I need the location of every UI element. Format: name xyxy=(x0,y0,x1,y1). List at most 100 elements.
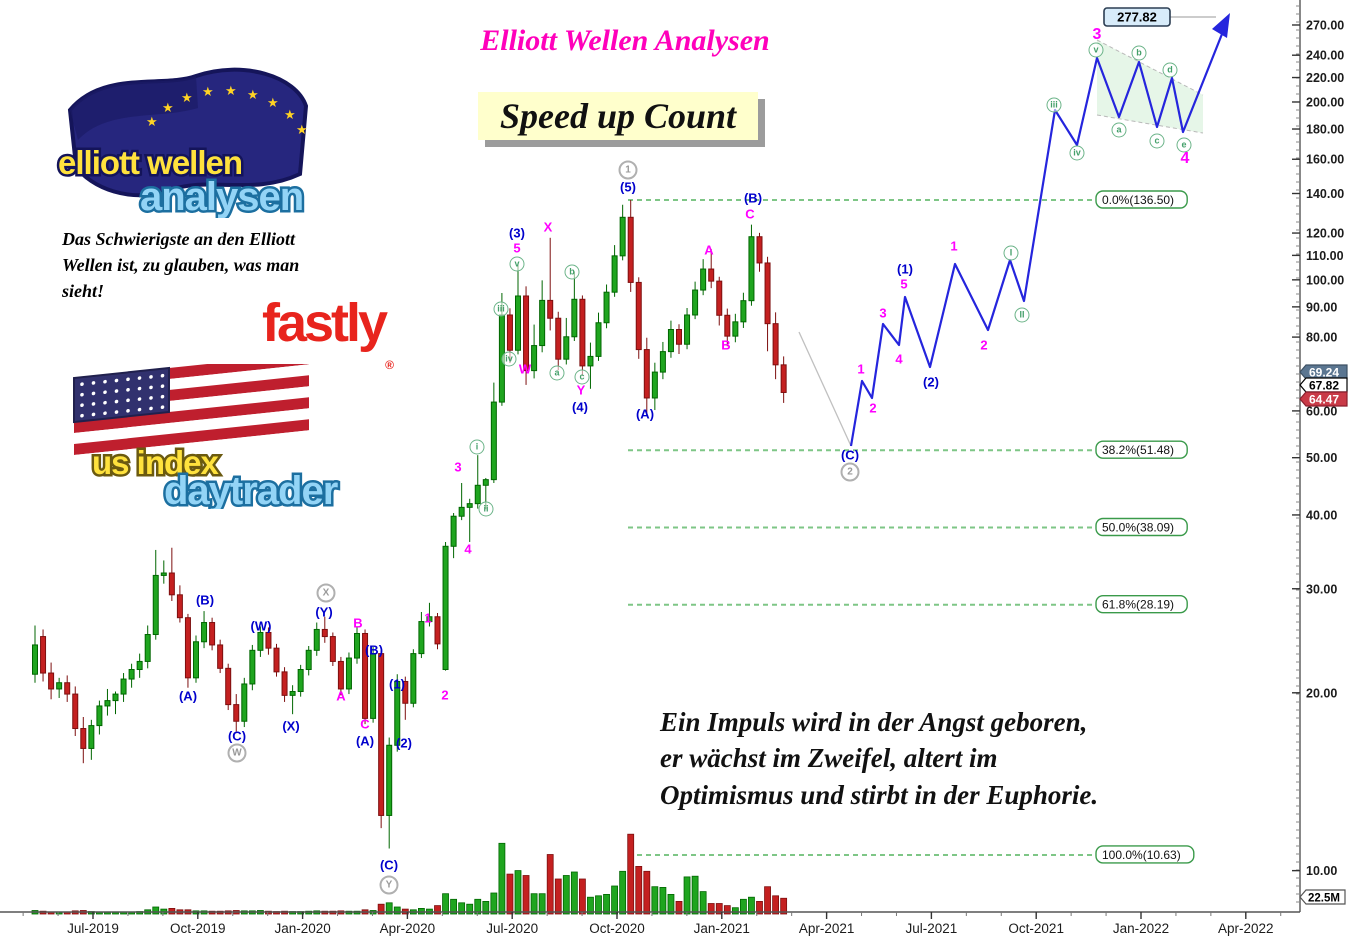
candle-body xyxy=(193,641,199,679)
price-flag-label: 64.47 xyxy=(1309,393,1339,407)
flag-star-dot xyxy=(126,388,130,392)
fib-label-box xyxy=(1095,595,1188,614)
flag-star-dot xyxy=(149,396,153,400)
volume-bar xyxy=(627,833,635,915)
flag-star-dot xyxy=(103,400,107,405)
volume-flag xyxy=(1299,889,1346,905)
candle-body xyxy=(474,484,481,505)
us-index-daytrader-logo: us index daytrader xyxy=(73,364,341,509)
flag-star-dot xyxy=(160,373,165,378)
us-stars-icon xyxy=(80,373,165,418)
flag-stripe xyxy=(74,408,309,444)
candle-body xyxy=(684,314,691,345)
candle-body xyxy=(160,572,167,576)
x-tick-label: Jan-2022 xyxy=(1113,921,1169,936)
candle-body xyxy=(168,572,175,596)
flag-star-dot xyxy=(91,391,96,396)
candle-body xyxy=(120,678,127,695)
candle-body xyxy=(764,262,771,325)
y-tick-label: 180.00 xyxy=(1306,123,1344,137)
volume-bar xyxy=(611,885,618,915)
usd-logo-line2: daytrader xyxy=(164,469,338,509)
flag-star-dot xyxy=(114,389,119,393)
y-tick-label: 200.00 xyxy=(1306,95,1344,109)
candle-body xyxy=(466,503,473,508)
registered-mark-icon: ® xyxy=(385,358,394,372)
candle-body xyxy=(539,299,546,347)
volume-bar xyxy=(546,854,554,915)
volume-bar xyxy=(603,894,610,915)
volume-bar xyxy=(152,906,160,915)
candle-body xyxy=(667,329,674,353)
volume-bar xyxy=(643,870,651,915)
triangle-edge xyxy=(1096,114,1204,134)
volume-bar xyxy=(595,895,602,915)
candle-body xyxy=(345,657,352,690)
volume-bar xyxy=(442,893,449,915)
candle-body xyxy=(305,649,312,671)
candle-body xyxy=(458,506,465,517)
candle-body xyxy=(506,314,513,351)
candle-body xyxy=(772,323,779,366)
price-flag-label: 67.82 xyxy=(1309,379,1339,393)
candle-body xyxy=(531,345,538,372)
candle-body xyxy=(80,728,87,749)
flag-star-dot xyxy=(91,402,96,406)
x-tick-label: Oct-2019 xyxy=(170,921,226,936)
candle-body xyxy=(547,299,554,319)
flag-star-dot xyxy=(149,385,153,390)
candle-body xyxy=(104,700,111,707)
volume-bar xyxy=(699,891,707,915)
candle-body xyxy=(659,351,666,373)
y-tick-label: 160.00 xyxy=(1306,153,1344,167)
candle-body xyxy=(756,236,763,264)
volume-bar xyxy=(434,905,441,915)
candle-body xyxy=(692,289,699,316)
candle-body xyxy=(482,479,489,486)
candle-body xyxy=(176,594,183,619)
x-tick-label: Jul-2019 xyxy=(67,921,119,936)
candle-body xyxy=(442,545,449,671)
y-tick-label: 40.00 xyxy=(1306,508,1337,522)
candle-body xyxy=(329,636,336,662)
star-icon: ★ xyxy=(247,87,259,102)
star-icon: ★ xyxy=(202,84,214,99)
candle-body xyxy=(321,628,328,638)
star-icon: ★ xyxy=(284,107,296,122)
y-tick-label: 270.00 xyxy=(1306,18,1344,32)
projected-wave-path xyxy=(849,33,1224,447)
candle-body xyxy=(426,616,433,623)
y-tick-label: 100.00 xyxy=(1306,273,1344,287)
candle-body xyxy=(32,644,38,675)
candle-body xyxy=(72,693,79,730)
candle-body xyxy=(740,300,747,323)
candle-body xyxy=(498,314,505,403)
candle-body xyxy=(515,295,521,351)
y-tick-label: 60.00 xyxy=(1306,404,1337,418)
y-tick-label: 120.00 xyxy=(1306,227,1344,241)
volume-bar xyxy=(587,896,594,915)
volume-bar xyxy=(731,907,739,915)
eu-stars-icon: ★★★ ★ ★ ★★★★ xyxy=(146,83,308,137)
target-price: 277.82 xyxy=(1117,10,1157,25)
usd-logo-line1: us index xyxy=(92,444,220,481)
candle-body xyxy=(88,725,95,749)
x-tick-label: Jul-2021 xyxy=(906,921,958,936)
candle-body xyxy=(611,255,618,293)
candle-body xyxy=(490,401,497,481)
volume-bar xyxy=(740,898,747,915)
fib-label: 61.8%(28.19) xyxy=(1102,598,1174,612)
candle-body xyxy=(708,268,715,282)
candle-body xyxy=(273,647,280,673)
candle-body xyxy=(595,322,602,357)
flag-star-dot xyxy=(114,410,119,414)
star-icon: ★ xyxy=(181,90,193,105)
candle-body xyxy=(152,574,159,636)
candle-body xyxy=(635,281,642,351)
candle-body xyxy=(128,669,135,680)
flag-star-dot xyxy=(80,413,84,418)
flag-star-dot xyxy=(137,376,142,380)
speed-up-count-banner: Speed up Count xyxy=(478,92,758,140)
x-tick-label: Apr-2021 xyxy=(799,921,855,936)
volume-bar xyxy=(466,903,474,915)
